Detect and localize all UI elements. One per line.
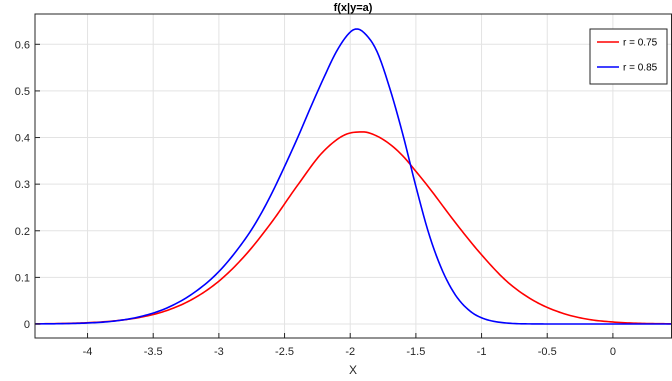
x-tick-label: -3.5 (144, 346, 163, 358)
legend[interactable]: r = 0.75 r = 0.85 (589, 28, 668, 85)
legend-label: r = 0.75 (623, 38, 658, 49)
x-tick-label: -4 (83, 346, 93, 358)
y-tick-label: 0.4 (15, 133, 30, 145)
y-tick-label: 0.3 (15, 179, 30, 191)
x-tick-label: -0.5 (538, 346, 557, 358)
x-tick-label: -2.5 (275, 346, 294, 358)
x-tick-label: -1.5 (406, 346, 425, 358)
x-tick-label: -3 (214, 346, 224, 358)
legend-label: r = 0.85 (623, 63, 658, 74)
legend-box (589, 28, 668, 85)
y-tick-label: 0.2 (15, 226, 30, 238)
y-tick-label: 0.5 (15, 86, 30, 98)
ticks: -4 -3.5 -3 -2.5 -2 -1.5 -1 -0.5 0 0 0.1 0.2 0.3 0.4 0.… (15, 39, 616, 358)
y-tick-label: 0.6 (15, 39, 30, 51)
x-tick-label: -2 (345, 346, 355, 358)
y-tick-label: 0.1 (15, 272, 30, 284)
plot-background (35, 14, 672, 338)
x-axis-title: X (349, 363, 357, 377)
x-tick-label: 0 (610, 346, 616, 358)
y-tick-label: 0 (24, 319, 30, 331)
chart-title: f(x|y=a) (334, 2, 373, 14)
series-lines (34, 28, 672, 325)
x-tick-label: -1 (477, 346, 487, 358)
series-line-2 (34, 28, 672, 325)
